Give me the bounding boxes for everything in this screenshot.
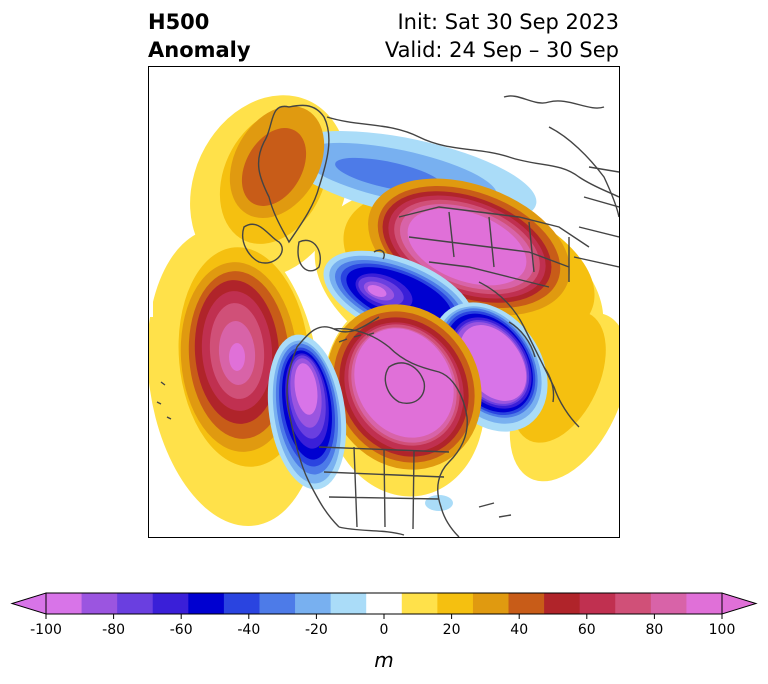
- colorbar-tick-label: -40: [237, 622, 260, 638]
- colorbar-cell: [295, 593, 332, 614]
- colorbar-cell: [223, 593, 260, 614]
- colorbar-cell: [366, 593, 403, 614]
- colorbar-cell: [46, 593, 83, 614]
- valid-range: Valid: 24 Sep – 30 Sep: [384, 38, 619, 62]
- colorbar-cell: [152, 593, 189, 614]
- title-left: H500 Anomaly: [148, 8, 251, 64]
- colorbar-cell: [401, 593, 438, 614]
- colorbar-cell: [188, 593, 225, 614]
- coastlines: [156, 95, 619, 537]
- colorbar-cell: [579, 593, 616, 614]
- colorbar-tick-label: -100: [30, 622, 62, 638]
- colorbar-cell: [615, 593, 652, 614]
- colorbar-tick-label: -60: [170, 622, 193, 638]
- colorbar-unit-label: m: [374, 648, 393, 672]
- colorbar-cells: [10, 592, 758, 615]
- colorbar-cell: [117, 593, 154, 614]
- colorbar-ticks: -100 -80 -60 -40 -20 0 20 40 60 80 100: [30, 614, 735, 638]
- colorbar-under-extend: [10, 592, 47, 615]
- colorbar: -100 -80 -60 -40 -20 0 20 40 60 80 100 m: [0, 585, 768, 680]
- colorbar-over-extend: [721, 592, 758, 615]
- colorbar-tick-label: 80: [645, 622, 663, 638]
- map-canvas: [149, 67, 619, 537]
- colorbar-cell: [472, 593, 510, 614]
- colorbar-cell: [686, 593, 723, 614]
- colorbar-tick-label: 100: [709, 622, 736, 638]
- greenland-positive: [229, 105, 325, 219]
- colorbar-tick-label: -80: [102, 622, 125, 638]
- colorbar-cell: [650, 593, 687, 614]
- colorbar-cell: [544, 593, 581, 614]
- init-date: Init: Sat 30 Sep 2023: [397, 10, 619, 34]
- colorbar-tick-label: 40: [510, 622, 528, 638]
- canada-positive: [326, 304, 482, 470]
- colorbar-tick-label: 20: [443, 622, 461, 638]
- title-variable: H500: [148, 10, 210, 34]
- colorbar-tick-label: 60: [578, 622, 596, 638]
- colorbar-tick-label: -20: [305, 622, 328, 638]
- colorbar-cell: [508, 593, 545, 614]
- colorbar-cell: [330, 593, 367, 614]
- colorbar-cell: [81, 593, 118, 614]
- anomaly-map: [148, 66, 620, 538]
- colorbar-cell: [437, 593, 474, 614]
- colorbar-canvas: -100 -80 -60 -40 -20 0 20 40 60 80 100 m: [10, 592, 758, 672]
- colorbar-tick-label: 0: [380, 622, 389, 638]
- title-field: Anomaly: [148, 38, 251, 62]
- title-right: Init: Sat 30 Sep 2023 Valid: 24 Sep – 30…: [385, 8, 619, 64]
- colorbar-cell: [259, 593, 296, 614]
